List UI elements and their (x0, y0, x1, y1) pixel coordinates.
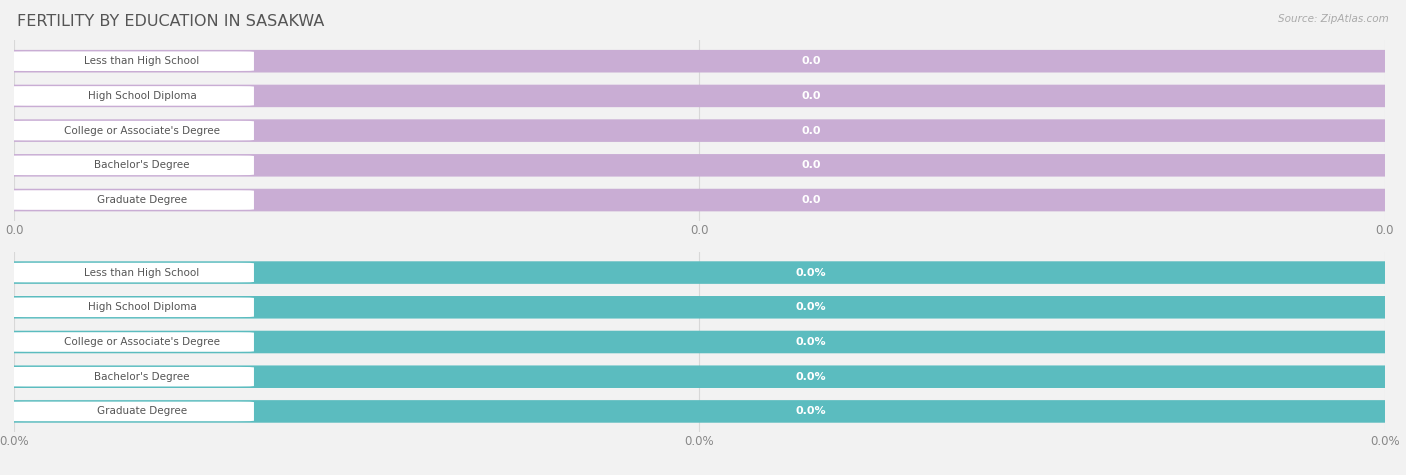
FancyBboxPatch shape (0, 50, 1406, 73)
Text: Less than High School: Less than High School (84, 56, 200, 66)
FancyBboxPatch shape (0, 154, 1406, 177)
Text: FERTILITY BY EDUCATION IN SASAKWA: FERTILITY BY EDUCATION IN SASAKWA (17, 14, 325, 29)
Text: College or Associate's Degree: College or Associate's Degree (63, 337, 219, 347)
Text: 0.0: 0.0 (801, 56, 821, 66)
FancyBboxPatch shape (8, 332, 254, 352)
FancyBboxPatch shape (7, 50, 1392, 73)
FancyBboxPatch shape (0, 85, 1406, 107)
FancyBboxPatch shape (0, 119, 1406, 142)
FancyBboxPatch shape (7, 154, 1392, 177)
FancyBboxPatch shape (8, 121, 254, 141)
Text: Bachelor's Degree: Bachelor's Degree (94, 372, 190, 382)
FancyBboxPatch shape (7, 85, 1392, 107)
FancyBboxPatch shape (0, 400, 1406, 423)
FancyBboxPatch shape (7, 331, 1392, 353)
FancyBboxPatch shape (0, 296, 1406, 319)
Text: Source: ZipAtlas.com: Source: ZipAtlas.com (1278, 14, 1389, 24)
Text: Graduate Degree: Graduate Degree (97, 195, 187, 205)
FancyBboxPatch shape (0, 189, 1406, 211)
FancyBboxPatch shape (8, 51, 254, 71)
Text: High School Diploma: High School Diploma (87, 91, 197, 101)
FancyBboxPatch shape (0, 261, 1406, 284)
FancyBboxPatch shape (7, 296, 1392, 319)
Text: 0.0: 0.0 (801, 195, 821, 205)
Text: 0.0: 0.0 (801, 161, 821, 171)
FancyBboxPatch shape (7, 189, 1392, 211)
Text: 0.0%: 0.0% (796, 372, 827, 382)
FancyBboxPatch shape (7, 261, 1392, 284)
Text: College or Associate's Degree: College or Associate's Degree (63, 125, 219, 136)
FancyBboxPatch shape (0, 331, 1406, 353)
Text: 0.0%: 0.0% (796, 302, 827, 312)
FancyBboxPatch shape (8, 155, 254, 175)
FancyBboxPatch shape (8, 297, 254, 317)
Text: Bachelor's Degree: Bachelor's Degree (94, 161, 190, 171)
Text: 0.0: 0.0 (801, 91, 821, 101)
FancyBboxPatch shape (8, 402, 254, 421)
Text: 0.0%: 0.0% (796, 337, 827, 347)
FancyBboxPatch shape (8, 86, 254, 106)
FancyBboxPatch shape (7, 365, 1392, 388)
FancyBboxPatch shape (7, 400, 1392, 423)
Text: Less than High School: Less than High School (84, 267, 200, 277)
Text: Graduate Degree: Graduate Degree (97, 407, 187, 417)
Text: High School Diploma: High School Diploma (87, 302, 197, 312)
FancyBboxPatch shape (8, 263, 254, 282)
FancyBboxPatch shape (8, 190, 254, 210)
Text: 0.0%: 0.0% (796, 267, 827, 277)
Text: 0.0%: 0.0% (796, 407, 827, 417)
Text: 0.0: 0.0 (801, 125, 821, 136)
FancyBboxPatch shape (0, 365, 1406, 388)
FancyBboxPatch shape (8, 367, 254, 387)
FancyBboxPatch shape (7, 119, 1392, 142)
